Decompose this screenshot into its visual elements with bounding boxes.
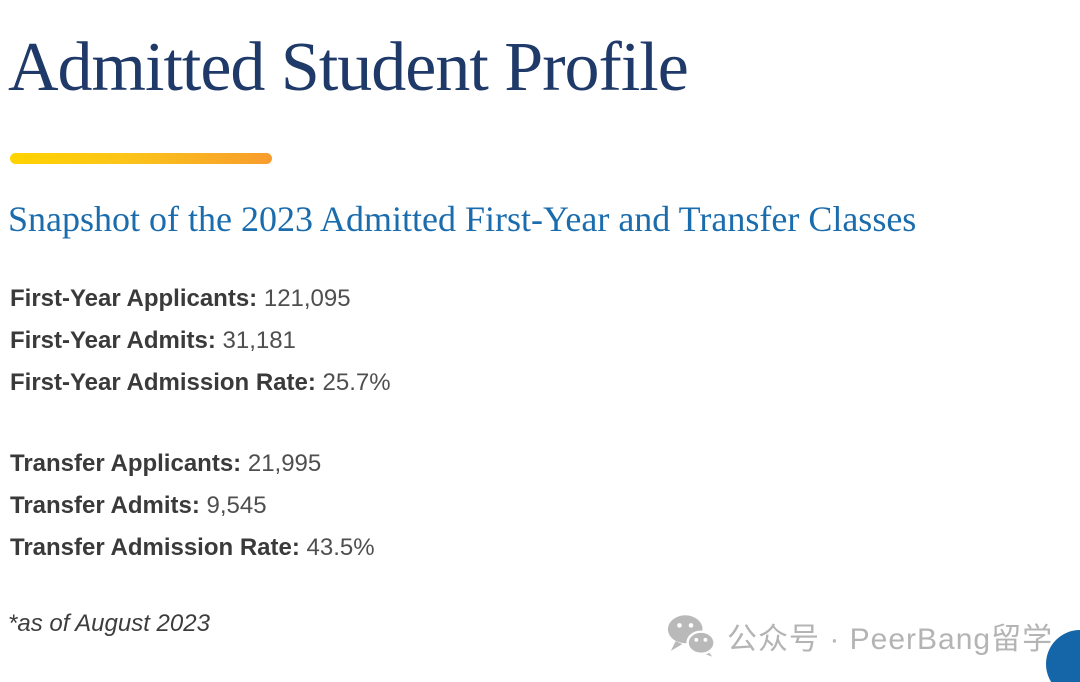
stat-row-first-year-admission-rate: First-Year Admission Rate: 25.7% [10, 362, 391, 404]
stat-label: First-Year Admission Rate: [10, 369, 316, 396]
page-title: Admitted Student Profile [8, 29, 689, 106]
stat-value: 21,995 [247, 450, 322, 477]
watermark: 公众号 · PeerBang留学 [666, 613, 1053, 658]
watermark-text: 公众号 · PeerBang留学 [727, 622, 1054, 656]
stat-value: 121,095 [263, 285, 351, 312]
stat-value: 9,545 [206, 492, 267, 519]
stat-label: Transfer Admits: [10, 492, 200, 519]
footnote: *as of August 2023 [8, 610, 210, 637]
stat-value: 25.7% [322, 369, 391, 396]
transfer-stats: Transfer Applicants: 21,995 Transfer Adm… [10, 443, 375, 569]
section-subtitle: Snapshot of the 2023 Admitted First-Year… [8, 199, 917, 239]
wechat-icon [667, 615, 716, 657]
stat-row-first-year-applicants: First-Year Applicants: 121,095 [10, 278, 391, 320]
stat-row-transfer-applicants: Transfer Applicants: 21,995 [10, 443, 375, 485]
accent-divider-bar [10, 153, 272, 164]
stat-label: First-Year Applicants: [10, 285, 258, 312]
stat-label: Transfer Applicants: [10, 450, 242, 477]
stat-label: Transfer Admission Rate: [10, 534, 300, 561]
stat-row-transfer-admits: Transfer Admits: 9,545 [10, 485, 375, 527]
stat-label: First-Year Admits: [10, 327, 216, 354]
first-year-stats: First-Year Applicants: 121,095 First-Yea… [10, 278, 391, 404]
stat-row-transfer-admission-rate: Transfer Admission Rate: 43.5% [10, 527, 375, 569]
stat-row-first-year-admits: First-Year Admits: 31,181 [10, 320, 391, 362]
stat-value: 31,181 [222, 327, 296, 354]
stat-value: 43.5% [306, 534, 375, 561]
